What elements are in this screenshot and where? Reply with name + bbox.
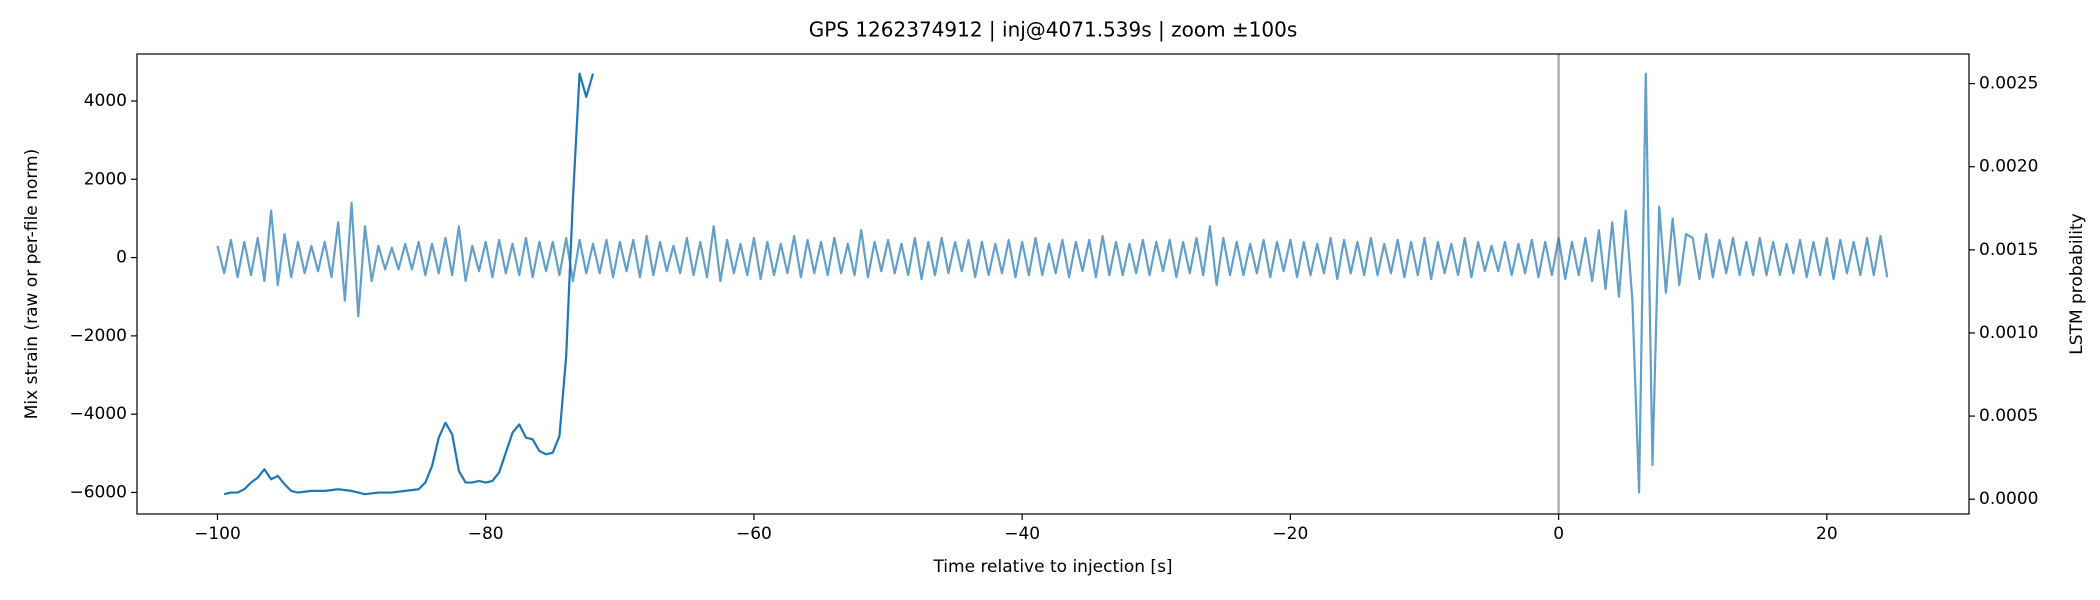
- y-tick-label: −2000: [69, 326, 127, 346]
- y2-tick-label: 0.0000: [1979, 489, 2038, 509]
- probability-line: [223, 72, 595, 496]
- y-tick-label: −6000: [69, 482, 127, 502]
- y2-tick-label: 0.0015: [1979, 240, 2038, 260]
- y-tick-label: −4000: [69, 404, 127, 424]
- y-tick-label: 2000: [84, 169, 127, 189]
- y2-tick-label: 0.0010: [1979, 323, 2038, 343]
- y-tick-label: 4000: [84, 91, 127, 111]
- chart-title: GPS 1262374912 | inj@4071.539s | zoom ±1…: [809, 18, 1298, 42]
- y2-axis-label: LSTM probability: [2067, 213, 2087, 354]
- y2-tick-label: 0.0020: [1979, 157, 2038, 177]
- y2-tick-label: 0.0005: [1979, 406, 2038, 426]
- x-tick-label: −40: [1004, 524, 1040, 544]
- x-tick-label: −100: [194, 524, 241, 544]
- x-tick-label: 0: [1553, 524, 1564, 544]
- x-tick-label: −20: [1272, 524, 1308, 544]
- strain-line: [216, 72, 1889, 494]
- x-tick-label: 20: [1816, 524, 1838, 544]
- y-tick-label: 0: [116, 248, 127, 268]
- plot-frame: [136, 53, 1970, 515]
- x-axis-label: Time relative to injection [s]: [932, 557, 1172, 577]
- y2-tick-label: 0.0025: [1979, 74, 2038, 94]
- y-axis-label: Mix strain (raw or per-file norm): [22, 149, 42, 419]
- x-tick-label: −80: [468, 524, 504, 544]
- x-tick-label: −60: [736, 524, 772, 544]
